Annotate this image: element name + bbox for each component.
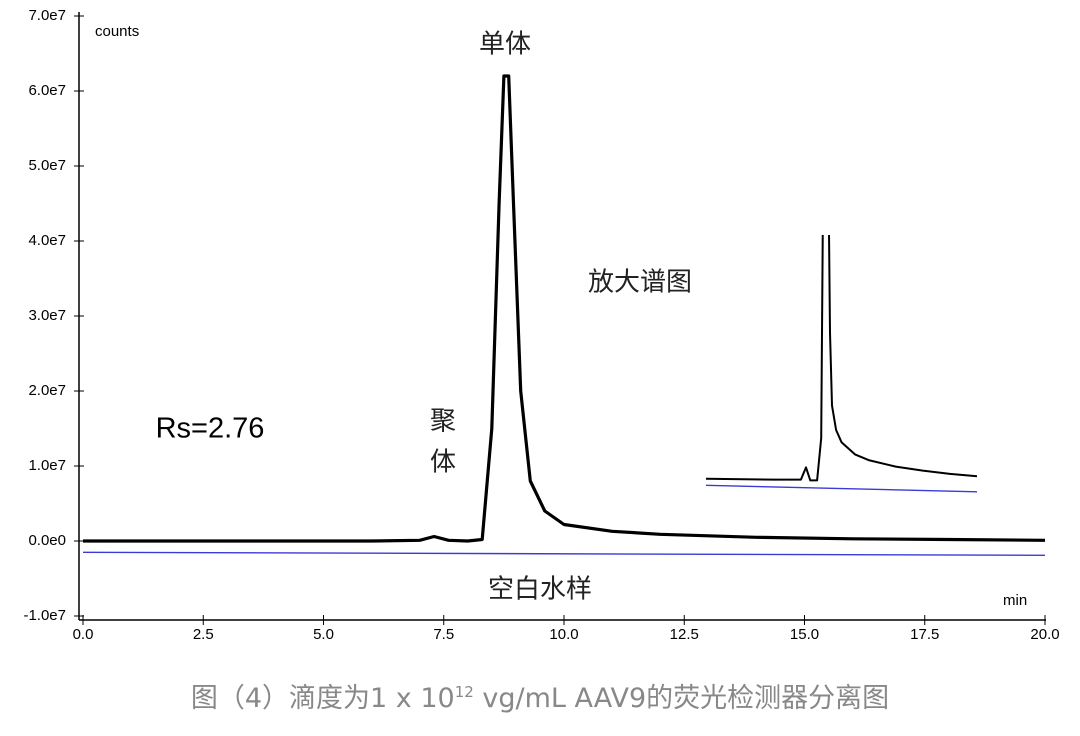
y-tick-label: -1.0e7 bbox=[23, 607, 66, 624]
x-tick-label: 10.0 bbox=[549, 626, 578, 643]
x-tick-label: 20.0 bbox=[1030, 626, 1059, 643]
series-line bbox=[83, 74, 1046, 543]
y-tick-label: 4.0e7 bbox=[28, 232, 66, 249]
x-tick-label: 12.5 bbox=[670, 626, 699, 643]
x-tick-label: 5.0 bbox=[313, 626, 334, 643]
y-axis-title: counts bbox=[95, 23, 139, 40]
x-tick-label: 17.5 bbox=[910, 626, 939, 643]
x-tick-label: 2.5 bbox=[193, 626, 214, 643]
annotation: Rs=2.76 bbox=[156, 413, 265, 445]
caption-text: 图（4）滴度为1 x 10 bbox=[190, 683, 455, 714]
y-tick-label: 1.0e7 bbox=[28, 457, 66, 474]
caption: 图（4）滴度为1 x 1012 vg/mL AAV9的荧光检测器分离图 bbox=[0, 676, 1080, 715]
x-tick-label: 7.5 bbox=[433, 626, 454, 643]
caption-superscript: 12 bbox=[454, 683, 474, 701]
series-line bbox=[82, 551, 1046, 556]
plot-area bbox=[82, 74, 1046, 556]
chart: counts min 放大谱图 -1.0e7 0.0e0 1.0e7 2.0e7 3.0… bbox=[23, 7, 1059, 643]
y-tick-label: 5.0e7 bbox=[28, 157, 66, 174]
caption-text: vg/mL AAV9的荧光检测器分离图 bbox=[473, 683, 890, 714]
y-tick-label: 6.0e7 bbox=[28, 82, 66, 99]
x-tick-label: 0.0 bbox=[73, 626, 94, 643]
x-tick-label: 15.0 bbox=[790, 626, 819, 643]
y-tick-label: 0.0e0 bbox=[28, 532, 66, 549]
annotation: 聚 bbox=[430, 407, 456, 437]
series-line bbox=[706, 484, 978, 493]
inset-title: 放大谱图 bbox=[588, 268, 692, 298]
annotation: 体 bbox=[430, 448, 456, 478]
annotation: 单体 bbox=[479, 30, 531, 60]
x-axis-title: min bbox=[1003, 592, 1027, 609]
annotation: 空白水样 bbox=[488, 575, 592, 605]
y-tick-label: 2.0e7 bbox=[28, 382, 66, 399]
y-tick-label: 7.0e7 bbox=[28, 7, 66, 24]
y-tick-label: 3.0e7 bbox=[28, 307, 66, 324]
series-line bbox=[706, 235, 978, 482]
plot-area bbox=[706, 235, 978, 493]
